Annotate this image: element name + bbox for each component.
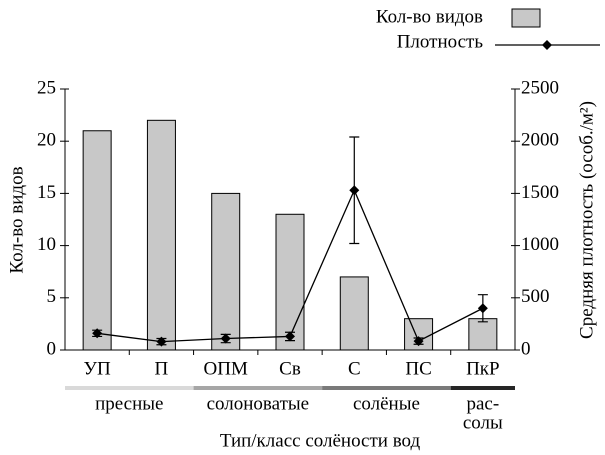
legend-swatch — [511, 8, 541, 28]
point — [349, 185, 360, 196]
x-axis-title: Тип/класс солёности вод — [220, 430, 421, 451]
y-tick-label: 15 — [37, 182, 56, 203]
y-axis-title: Кол-во видов — [6, 166, 27, 273]
y2-tick-label: 2500 — [521, 77, 559, 98]
legend-label: Кол-во видов — [376, 6, 483, 27]
bar — [211, 192, 241, 351]
bar — [146, 119, 176, 351]
y2-tick-label: 2000 — [521, 130, 559, 151]
y2-tick-label: 1000 — [521, 234, 559, 255]
x-tick-label: УП — [84, 358, 111, 379]
bar — [275, 213, 305, 351]
group-strip — [193, 386, 323, 390]
point — [285, 331, 295, 342]
x-tick-label: ОПМ — [204, 358, 248, 379]
point — [220, 333, 231, 344]
group-label: пресные — [95, 393, 163, 414]
legend-marker — [542, 40, 552, 50]
y2-tick-label: 500 — [521, 286, 550, 307]
x-tick-label: Св — [279, 358, 301, 379]
point — [156, 336, 167, 347]
group-label: рас- — [467, 393, 500, 414]
x-tick-label: ПкР — [466, 358, 500, 379]
y2-tick-label: 0 — [521, 338, 531, 359]
bar — [339, 276, 369, 351]
bar — [468, 318, 498, 351]
point — [477, 303, 488, 314]
group-label: солы — [463, 412, 503, 433]
y-tick-label: 5 — [47, 286, 57, 307]
group-strip — [450, 386, 515, 390]
x-tick-label: П — [155, 358, 169, 379]
y-tick-label: 20 — [37, 130, 56, 151]
y-tick-label: 10 — [37, 234, 56, 255]
point — [92, 328, 103, 339]
point — [413, 336, 424, 347]
y-tick-label: 25 — [37, 77, 56, 98]
y2-tick-label: 1500 — [521, 182, 559, 203]
legend-label: Плотность — [397, 31, 484, 52]
group-strip — [65, 386, 194, 390]
group-label: солёные — [353, 393, 420, 414]
y-tick-label: 0 — [47, 338, 57, 359]
group-strip — [322, 386, 451, 390]
bar — [82, 130, 112, 351]
x-tick-label: ПС — [405, 358, 431, 379]
x-tick-label: С — [348, 358, 361, 379]
group-label: солоноватые — [207, 393, 310, 414]
y2-axis-title: Средняя плотность (особ./м²) — [576, 101, 597, 339]
